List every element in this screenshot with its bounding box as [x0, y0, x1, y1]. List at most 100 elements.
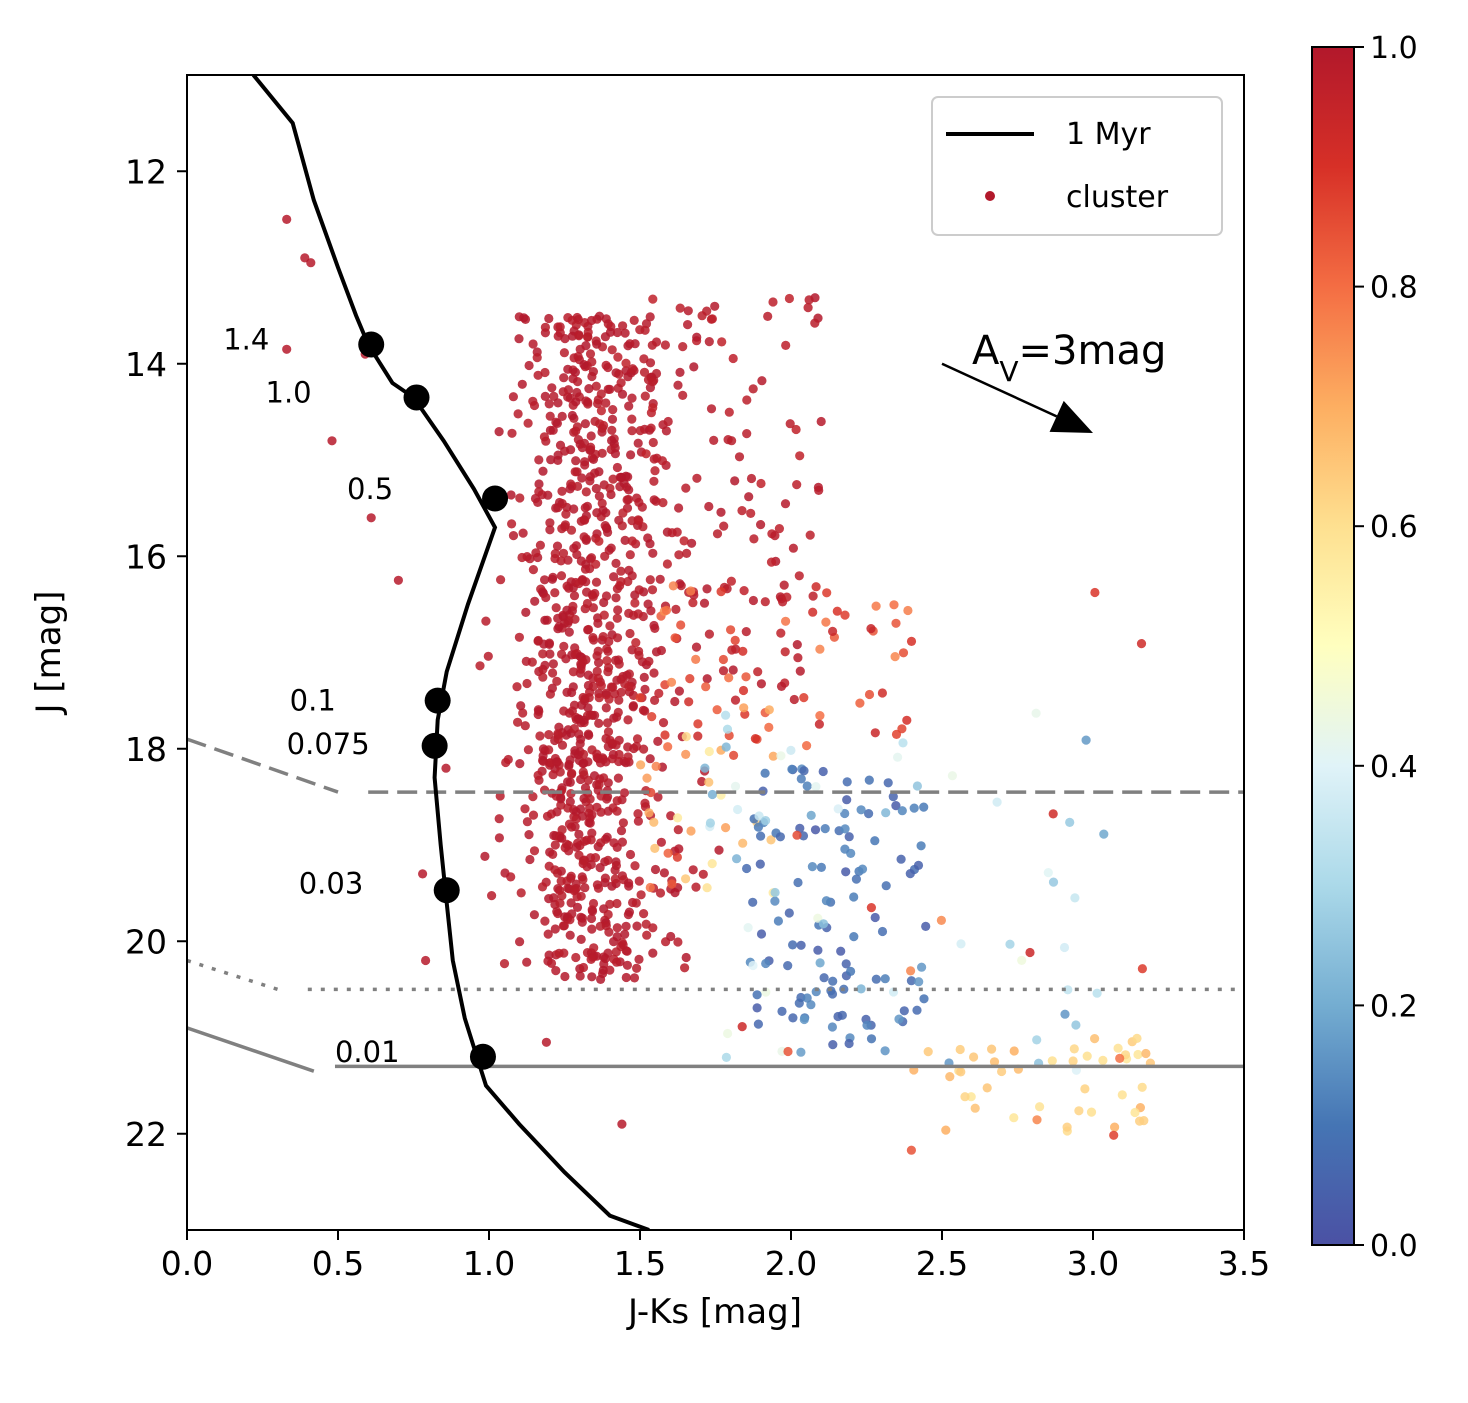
extinction-label: AV=3mag: [972, 328, 1166, 388]
scatter-point: [535, 540, 546, 550]
scatter-point: [617, 389, 628, 399]
scatter-point: [580, 419, 591, 429]
scatter-point: [819, 973, 829, 983]
scatter-point: [585, 710, 596, 720]
scatter-point: [780, 499, 791, 509]
scatter-point: [563, 803, 573, 813]
scatter-point: [788, 543, 799, 553]
scatter-point: [753, 1019, 764, 1029]
scatter-point: [670, 888, 680, 898]
scatter-point: [521, 607, 531, 618]
scatter-point: [844, 1038, 854, 1049]
x-tick-label: 0.5: [312, 1244, 364, 1283]
scatter-point: [727, 645, 737, 655]
scatter-point: [629, 315, 639, 325]
scatter-point: [610, 689, 620, 699]
scatter-point: [605, 965, 615, 975]
scatter-point: [649, 476, 659, 486]
scatter-point: [513, 409, 523, 419]
scatter-point: [535, 731, 545, 741]
scatter-point: [550, 588, 560, 598]
scatter-point: [577, 473, 587, 483]
scatter-point: [681, 874, 691, 884]
scatter-point: [688, 598, 698, 608]
scatter-point: [571, 842, 582, 852]
scatter-point: [618, 321, 628, 331]
y-tick-label: 12: [125, 152, 167, 191]
scatter-point: [608, 474, 618, 484]
scatter-point: [650, 466, 660, 476]
scatter-point: [612, 796, 622, 806]
scatter-point: [685, 674, 695, 684]
scatter-point: [583, 680, 594, 691]
scatter-point: [730, 635, 740, 646]
scatter-point: [559, 641, 569, 652]
scatter-point: [366, 513, 376, 523]
scatter-point: [583, 703, 593, 713]
scatter-point: [591, 483, 601, 494]
scatter-point: [583, 775, 593, 785]
scatter-point: [777, 1006, 787, 1017]
scatter-point: [813, 913, 823, 923]
scatter-point: [674, 550, 684, 560]
scatter-point: [673, 380, 683, 390]
scatter-point: [880, 974, 890, 984]
scatter-point: [738, 646, 748, 656]
scatter-point: [870, 728, 880, 738]
scatter-point: [585, 803, 595, 813]
scatter-point: [545, 425, 556, 435]
mass-label: 0.01: [335, 1035, 400, 1069]
scatter-point: [941, 1125, 951, 1135]
scatter-point: [945, 1072, 955, 1082]
colorbar-tick-label: 1.0: [1370, 31, 1418, 66]
scatter-point: [748, 384, 758, 394]
scatter-point: [686, 586, 696, 596]
scatter-point: [586, 431, 596, 441]
scatter-point: [799, 1014, 809, 1025]
scatter-point: [791, 424, 801, 435]
scatter-point: [567, 768, 577, 778]
scatter-point: [828, 1040, 838, 1050]
scatter-point: [641, 449, 651, 459]
scatter-point: [857, 864, 868, 874]
scatter-point: [1009, 1113, 1019, 1123]
scatter-point: [528, 565, 539, 575]
scatter-point: [633, 816, 644, 826]
scatter-point: [612, 633, 623, 643]
scatter-point: [793, 877, 803, 888]
scatter-point: [748, 960, 758, 971]
scatter-point: [627, 536, 637, 546]
scatter-point: [783, 1046, 793, 1057]
scatter-point: [650, 864, 661, 875]
scatter-point: [738, 685, 749, 696]
scatter-point: [551, 603, 561, 613]
scatter-point: [533, 770, 543, 781]
scatter-point: [718, 666, 729, 676]
scatter-point: [590, 853, 601, 863]
scatter-point: [1099, 829, 1109, 839]
scatter-point: [628, 702, 638, 712]
scatter-point: [540, 575, 550, 585]
scatter-point: [627, 393, 637, 403]
scatter-point: [770, 887, 780, 898]
scatter-point: [756, 679, 767, 689]
scatter-point: [870, 912, 880, 923]
scatter-point: [529, 846, 540, 856]
scatter-point: [578, 657, 588, 667]
scatter-point: [681, 749, 691, 760]
scatter-point: [719, 521, 729, 531]
scatter-point: [764, 722, 774, 733]
scatter-point: [840, 610, 850, 620]
scatter-point: [553, 398, 563, 408]
scatter-point: [593, 618, 603, 629]
scatter-point: [555, 898, 565, 908]
scatter-point: [871, 974, 881, 984]
scatter-point: [626, 450, 636, 460]
scatter-point: [756, 929, 767, 939]
scatter-point: [616, 577, 626, 587]
scatter-point: [578, 856, 589, 866]
scatter-point: [757, 376, 767, 386]
scatter-point: [589, 943, 599, 953]
scatter-point: [513, 717, 523, 727]
scatter-point: [506, 490, 516, 500]
